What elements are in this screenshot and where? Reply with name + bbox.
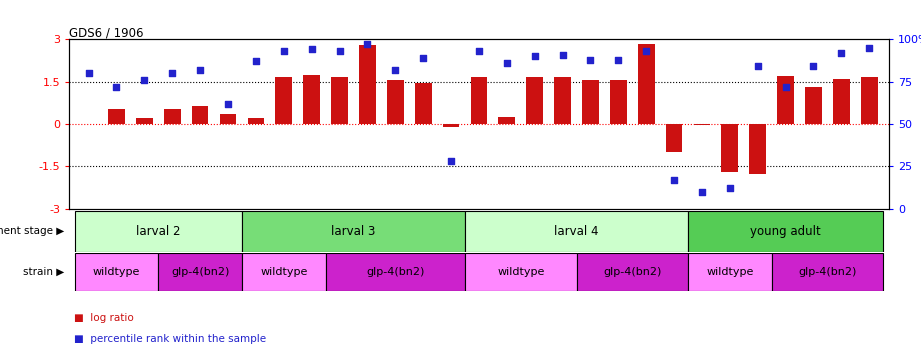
Text: ■  percentile rank within the sample: ■ percentile rank within the sample [74,334,266,344]
Bar [465,211,688,252]
Bar [577,253,688,291]
Bar [75,253,158,291]
Point [499,60,514,66]
Text: glp-4(bn2): glp-4(bn2) [366,267,425,277]
Point [109,84,123,90]
Point [304,46,319,52]
Point [611,57,625,62]
Point [165,70,180,76]
Point [388,67,402,73]
Bar [332,77,348,124]
Bar [192,106,208,124]
Point [778,84,793,90]
Text: wildtype: wildtype [93,267,140,277]
Point [360,41,375,47]
Bar [465,253,577,291]
Text: wildtype: wildtype [497,267,544,277]
Text: glp-4(bn2): glp-4(bn2) [603,267,661,277]
Bar [387,80,403,124]
Point [834,50,849,56]
Bar [275,77,292,124]
Point [249,59,263,64]
Bar [443,124,460,127]
Text: larval 4: larval 4 [554,225,599,238]
Bar [359,45,376,124]
Bar [666,124,682,152]
Bar [136,118,153,124]
Bar [805,87,822,124]
Point [276,48,291,54]
Bar [582,80,599,124]
Text: development stage ▶: development stage ▶ [0,226,64,236]
Bar [414,83,432,124]
Point [862,45,877,51]
Bar [610,80,626,124]
Text: glp-4(bn2): glp-4(bn2) [799,267,857,277]
Text: wildtype: wildtype [706,267,753,277]
Point [192,67,207,73]
Point [472,48,486,54]
Point [137,77,152,83]
Text: ■  log ratio: ■ log ratio [74,313,134,323]
Point [583,57,598,62]
Point [667,177,682,183]
Point [555,52,570,57]
Text: larval 3: larval 3 [332,225,376,238]
Bar [108,109,125,124]
Bar [833,79,850,124]
Text: strain ▶: strain ▶ [23,267,64,277]
Bar [75,211,242,252]
Text: larval 2: larval 2 [136,225,181,238]
Bar [471,77,487,124]
Point [528,53,542,59]
Text: young adult: young adult [751,225,821,238]
Point [751,64,765,69]
Bar [861,77,878,124]
Point [444,159,459,164]
Bar [694,124,710,125]
Point [694,189,709,195]
Bar [772,253,883,291]
Point [221,101,236,107]
Bar [164,109,181,124]
Point [332,48,347,54]
Bar [554,77,571,124]
Point [639,48,654,54]
Bar [219,114,237,124]
Bar [688,253,772,291]
Bar [750,124,766,174]
Bar [638,44,655,124]
Text: wildtype: wildtype [260,267,308,277]
Bar [303,75,320,124]
Bar [248,118,264,124]
Point [81,70,96,76]
Bar [498,117,515,124]
Point [415,55,430,61]
Text: glp-4(bn2): glp-4(bn2) [171,267,229,277]
Bar [326,253,465,291]
Bar [242,211,465,252]
Bar [688,211,883,252]
Bar [777,76,794,124]
Point [806,64,821,69]
Bar [526,77,543,124]
Bar [242,253,326,291]
Bar [158,253,242,291]
Bar [721,124,739,172]
Text: GDS6 / 1906: GDS6 / 1906 [69,26,144,39]
Point [722,186,737,191]
